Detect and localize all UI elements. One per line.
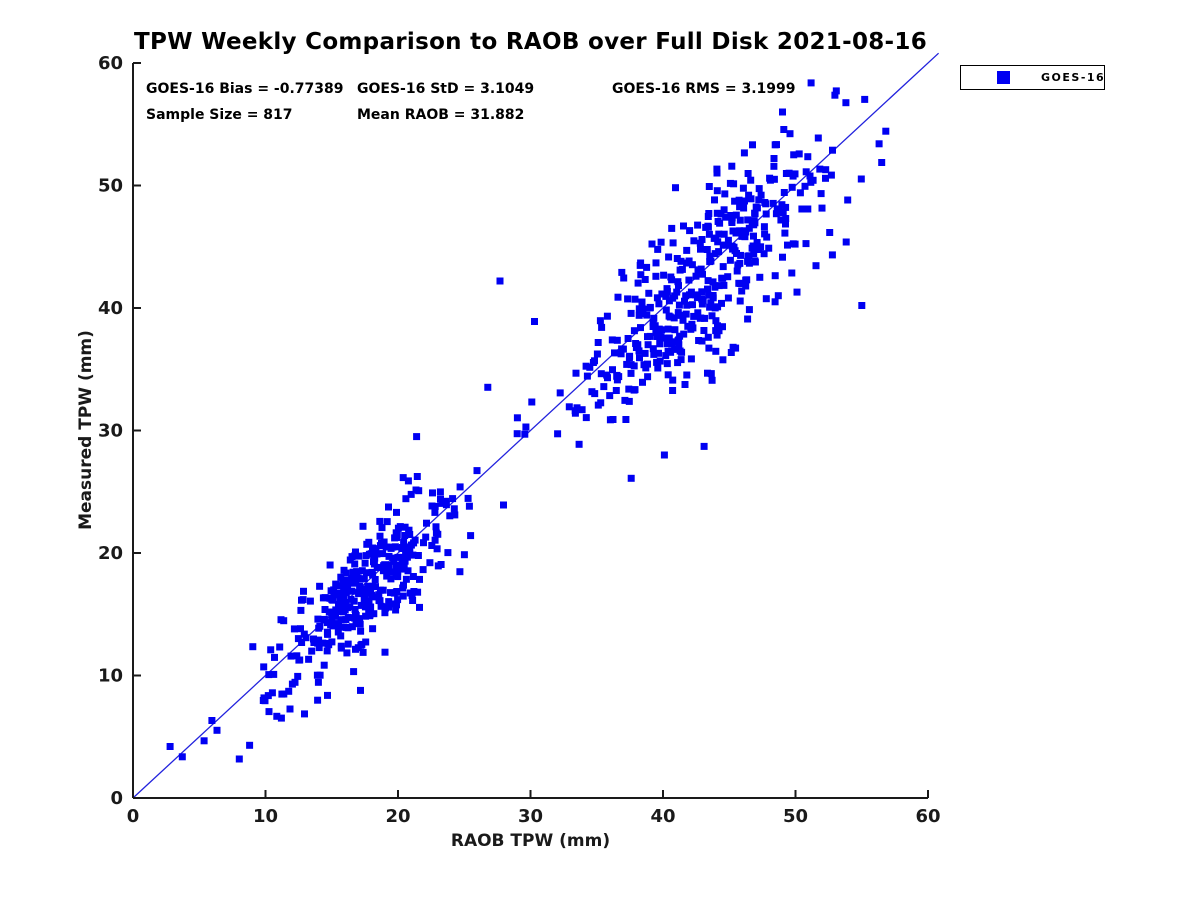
y-tick-label: 60 (98, 53, 123, 74)
tick-labels: 0 10 20 30 40 50 60 0 10 20 30 40 50 60 (98, 53, 941, 827)
chart-title: TPW Weekly Comparison to RAOB over Full … (133, 29, 928, 55)
y-tick-label: 10 (98, 666, 123, 687)
legend-label: GOES-16 (1041, 71, 1106, 84)
stat-bias: GOES-16 Bias = -0.77389 (146, 81, 344, 97)
x-tick-label: 0 (127, 806, 140, 827)
x-tick-label: 10 (253, 806, 278, 827)
stat-mean-raob: Mean RAOB = 31.882 (357, 107, 525, 123)
x-tick-label: 20 (385, 806, 410, 827)
identity-line (132, 52, 940, 799)
y-tick-label: 20 (98, 543, 123, 564)
x-tick-label: 50 (783, 806, 808, 827)
stat-sample-size: Sample Size = 817 (146, 107, 293, 123)
y-tick-label: 0 (110, 788, 123, 809)
x-tick-label: 60 (915, 806, 940, 827)
x-tick-label: 30 (518, 806, 543, 827)
y-tick-label: 40 (98, 298, 123, 319)
y-tick-label: 30 (98, 421, 123, 442)
x-tick-label: 40 (650, 806, 675, 827)
y-axis-label: Measured TPW (mm) (76, 330, 96, 530)
scatter-points (166, 79, 890, 763)
x-axis-label: RAOB TPW (mm) (450, 831, 611, 851)
legend-box: GOES-16 (960, 65, 1105, 90)
legend-marker-square-icon (997, 71, 1010, 84)
tick-marks (132, 62, 929, 799)
stat-std: GOES-16 StD = 3.1049 (357, 81, 535, 97)
y-tick-label: 50 (98, 176, 123, 197)
stat-rms: GOES-16 RMS = 3.1999 (612, 81, 796, 97)
